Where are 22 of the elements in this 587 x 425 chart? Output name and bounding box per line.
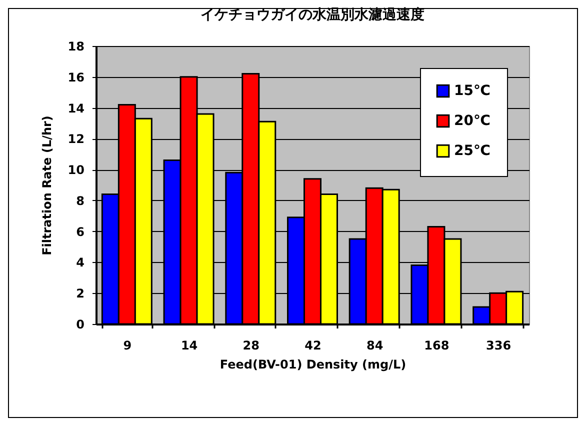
y-tick-label: 12 <box>68 132 84 146</box>
y-tick-label: 2 <box>76 286 84 301</box>
x-tick-label: 14 <box>180 338 198 352</box>
legend-label: 15℃ <box>454 83 490 99</box>
y-tick-label: 0 <box>76 318 84 332</box>
x-tick-label: 336 <box>486 338 512 352</box>
x-axis-title: Feed(BV-01) Density (mg/L) <box>220 358 406 372</box>
legend-label: 25℃ <box>454 143 490 159</box>
y-axis-title: Filtration Rate (L/hr) <box>40 116 54 256</box>
x-tick-label: 168 <box>424 338 450 352</box>
y-tick-label: 10 <box>68 163 84 178</box>
x-tick-label: 9 <box>123 338 132 352</box>
y-tick-label: 18 <box>68 40 84 54</box>
x-tick-label: 42 <box>304 338 322 352</box>
y-tick-label: 6 <box>76 224 84 239</box>
y-tick-label: 16 <box>68 70 84 84</box>
y-tick-label: 14 <box>68 101 84 116</box>
y-tick-label: 4 <box>76 256 84 270</box>
legend-label: 20℃ <box>454 113 490 129</box>
x-tick-label: 28 <box>242 338 260 352</box>
y-tick-label: 8 <box>76 194 84 208</box>
x-tick-label: 84 <box>366 338 384 352</box>
